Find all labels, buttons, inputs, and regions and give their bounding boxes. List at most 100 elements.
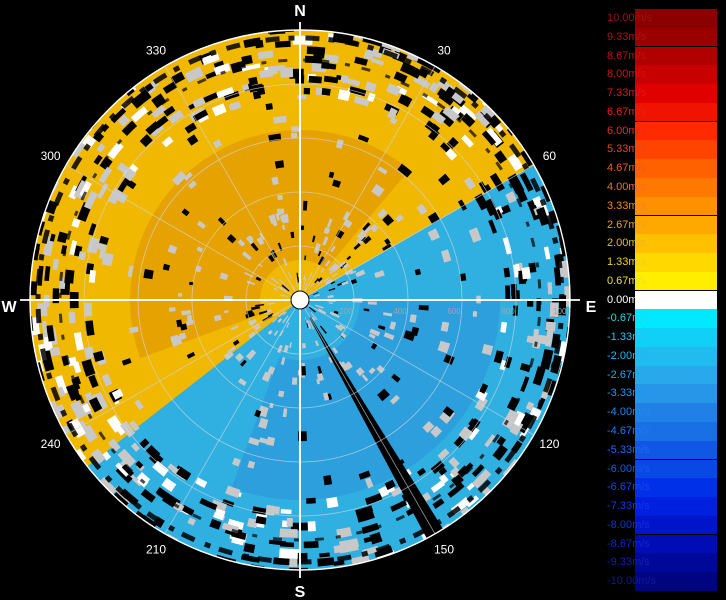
azimuth-label-120: 120 <box>539 437 559 451</box>
legend-label: 2.00m/s <box>607 237 647 250</box>
legend-label: -4.67m/s <box>607 425 650 438</box>
legend-swatch <box>635 46 717 66</box>
range-label: 600 <box>447 307 461 316</box>
legend-label: 8.67m/s <box>607 49 647 62</box>
radar-bin-noise <box>30 30 570 570</box>
legend-swatch <box>635 572 717 591</box>
legend-swatch <box>635 534 717 554</box>
legend-swatch <box>635 515 717 535</box>
azimuth-label-60: 60 <box>543 149 557 163</box>
legend-row: 2.67m/s <box>605 215 717 235</box>
legend-row: -9.33m/s <box>605 553 717 573</box>
legend-row: 9.33m/s <box>605 27 717 47</box>
legend-row: 2.00m/s <box>605 234 717 253</box>
legend-row: 4.67m/s <box>605 159 717 178</box>
azimuth-label-330: 330 <box>146 44 166 58</box>
range-label: 1000 <box>553 307 571 316</box>
legend-label: 0.67m/s <box>607 274 647 287</box>
velocity-field <box>30 30 570 570</box>
azimuth-label-30: 30 <box>437 44 451 58</box>
legend-label: -8.00m/s <box>607 518 650 531</box>
legend-label: 8.00m/s <box>607 68 647 81</box>
legend-label: -6.67m/s <box>607 481 650 494</box>
legend-label: -4.00m/s <box>607 406 650 419</box>
legend-row: 8.67m/s <box>605 46 717 66</box>
legend-row: -2.67m/s <box>605 365 717 385</box>
receding-core <box>130 130 410 359</box>
north-label: N <box>294 3 306 20</box>
legend-row: 10.00m/s <box>605 9 717 28</box>
legend-swatch <box>635 346 717 366</box>
legend-row: 0.67m/s <box>605 271 717 291</box>
legend-swatch <box>635 177 717 197</box>
legend-swatch <box>635 478 717 497</box>
legend-label: 6.67m/s <box>607 105 647 118</box>
legend-row: -3.33m/s <box>605 384 717 404</box>
legend-label: -5.33m/s <box>607 443 650 456</box>
legend-row: -10.00m/s <box>605 572 717 591</box>
legend-label: 3.33m/s <box>607 199 647 212</box>
legend-row: 7.33m/s <box>605 84 717 103</box>
legend-swatch <box>635 196 717 216</box>
legend-label: -9.33m/s <box>607 556 650 569</box>
legend-label: -1.33m/s <box>607 331 650 344</box>
legend-swatch <box>635 403 717 422</box>
legend-swatch <box>635 140 717 159</box>
legend-swatch <box>635 365 717 385</box>
legend-label: -8.67m/s <box>607 537 650 550</box>
range-label: 200 <box>339 307 353 316</box>
radar-center <box>290 290 310 310</box>
legend-row: -0.67m/s <box>605 309 717 328</box>
legend-label: 5.33m/s <box>607 143 647 156</box>
south-label: S <box>295 584 306 600</box>
west-label: W <box>1 299 17 316</box>
legend-swatch <box>635 290 717 310</box>
legend-swatch <box>635 215 717 235</box>
legend-row: 0.00m/s <box>605 290 717 310</box>
legend-row: -6.67m/s <box>605 478 717 497</box>
approaching-core <box>231 300 500 501</box>
legend-row: -8.67m/s <box>605 534 717 554</box>
radial-streak <box>309 316 444 539</box>
legend-label: 7.33m/s <box>607 87 647 100</box>
legend-label: -2.00m/s <box>607 349 650 362</box>
legend-row: 4.00m/s <box>605 177 717 197</box>
range-label: 800 <box>501 307 515 316</box>
legend-swatch <box>635 234 717 253</box>
legend-label: -10.00m/s <box>607 575 656 588</box>
legend-swatch <box>635 9 717 28</box>
legend-swatch <box>635 384 717 404</box>
azimuth-label-150: 150 <box>434 542 454 556</box>
velocity-color-legend: 10.00m/s 9.33m/s 8.67m/s 8.00m/s 7.33m/s 6.67… <box>605 9 717 591</box>
legend-label: 4.00m/s <box>607 180 647 193</box>
legend-swatch <box>635 84 717 103</box>
legend-row: -1.33m/s <box>605 328 717 347</box>
legend-label: 10.00m/s <box>607 12 653 24</box>
azimuth-label-210: 210 <box>146 542 166 556</box>
legend-label: 6.00m/s <box>607 124 647 137</box>
legend-row: -5.33m/s <box>605 440 717 460</box>
legend-label: -7.33m/s <box>607 500 650 513</box>
range-ring-grid <box>20 22 580 578</box>
legend-label: -6.00m/s <box>607 462 650 475</box>
legend-label: 1.33m/s <box>607 256 647 269</box>
azimuth-label-300: 300 <box>41 149 61 163</box>
legend-row: -4.00m/s <box>605 403 717 422</box>
legend-swatch <box>635 253 717 272</box>
legend-row: -4.67m/s <box>605 422 717 441</box>
azimuth-labels: 30 60 120 150 210 240 300 330 200 400 600 800 1000 <box>41 44 572 557</box>
east-label: E <box>586 299 597 316</box>
legend-row: 6.00m/s <box>605 121 717 141</box>
legend-row: -2.00m/s <box>605 346 717 366</box>
legend-label: -2.67m/s <box>607 368 650 381</box>
radar-display: 30 60 120 150 210 240 300 330 200 400 600 800 1000 N… <box>1 3 597 600</box>
legend-swatch <box>635 271 717 291</box>
legend-label: 9.33m/s <box>607 30 647 43</box>
legend-row: 3.33m/s <box>605 196 717 216</box>
azimuth-label-240: 240 <box>41 437 61 451</box>
legend-swatch <box>635 27 717 47</box>
legend-label: 4.67m/s <box>607 162 647 175</box>
legend-label: -0.67m/s <box>607 312 650 325</box>
legend-row: 6.67m/s <box>605 102 717 122</box>
legend-swatch <box>635 102 717 122</box>
